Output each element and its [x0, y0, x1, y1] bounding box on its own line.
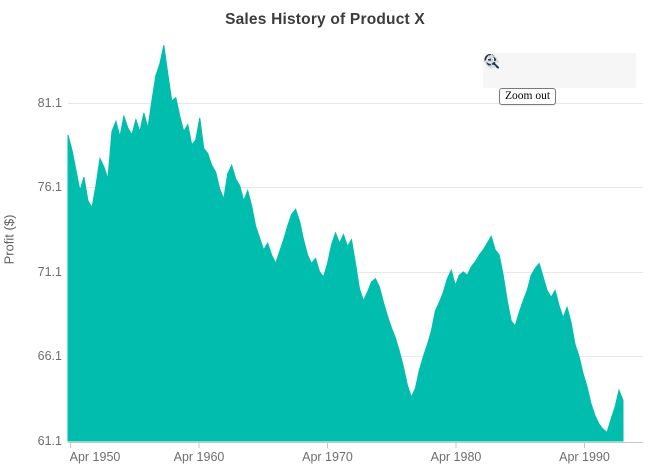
- reset-button: [485, 54, 634, 84]
- y-axis-label: 81.1: [37, 95, 62, 110]
- y-axis-title: Profit ($): [1, 214, 17, 265]
- zoom-toolbar: [483, 53, 636, 88]
- y-axis-label: 61.1: [37, 434, 62, 448]
- x-axis-label: Apr 1960: [173, 450, 225, 464]
- chart-title: Sales History of Product X: [225, 11, 425, 28]
- zoom-out-tooltip: Zoom out: [499, 88, 557, 105]
- x-axis-label: Apr 1990: [559, 450, 610, 464]
- y-axis-label: 76.1: [37, 180, 62, 195]
- x-axis-label: Apr 1970: [302, 450, 353, 464]
- area-series-profit[interactable]: [67, 45, 624, 442]
- x-axis-line: [68, 442, 643, 448]
- y-axis-label: 71.1: [37, 264, 62, 279]
- x-axis-label: Apr 1980: [430, 450, 482, 464]
- x-axis-label: Apr 1950: [69, 450, 121, 464]
- pan-button: [483, 53, 603, 84]
- zoom-out-button[interactable]: [484, 54, 572, 84]
- zoom-in-button[interactable]: [484, 54, 542, 84]
- y-axis-label: 66.1: [37, 349, 62, 364]
